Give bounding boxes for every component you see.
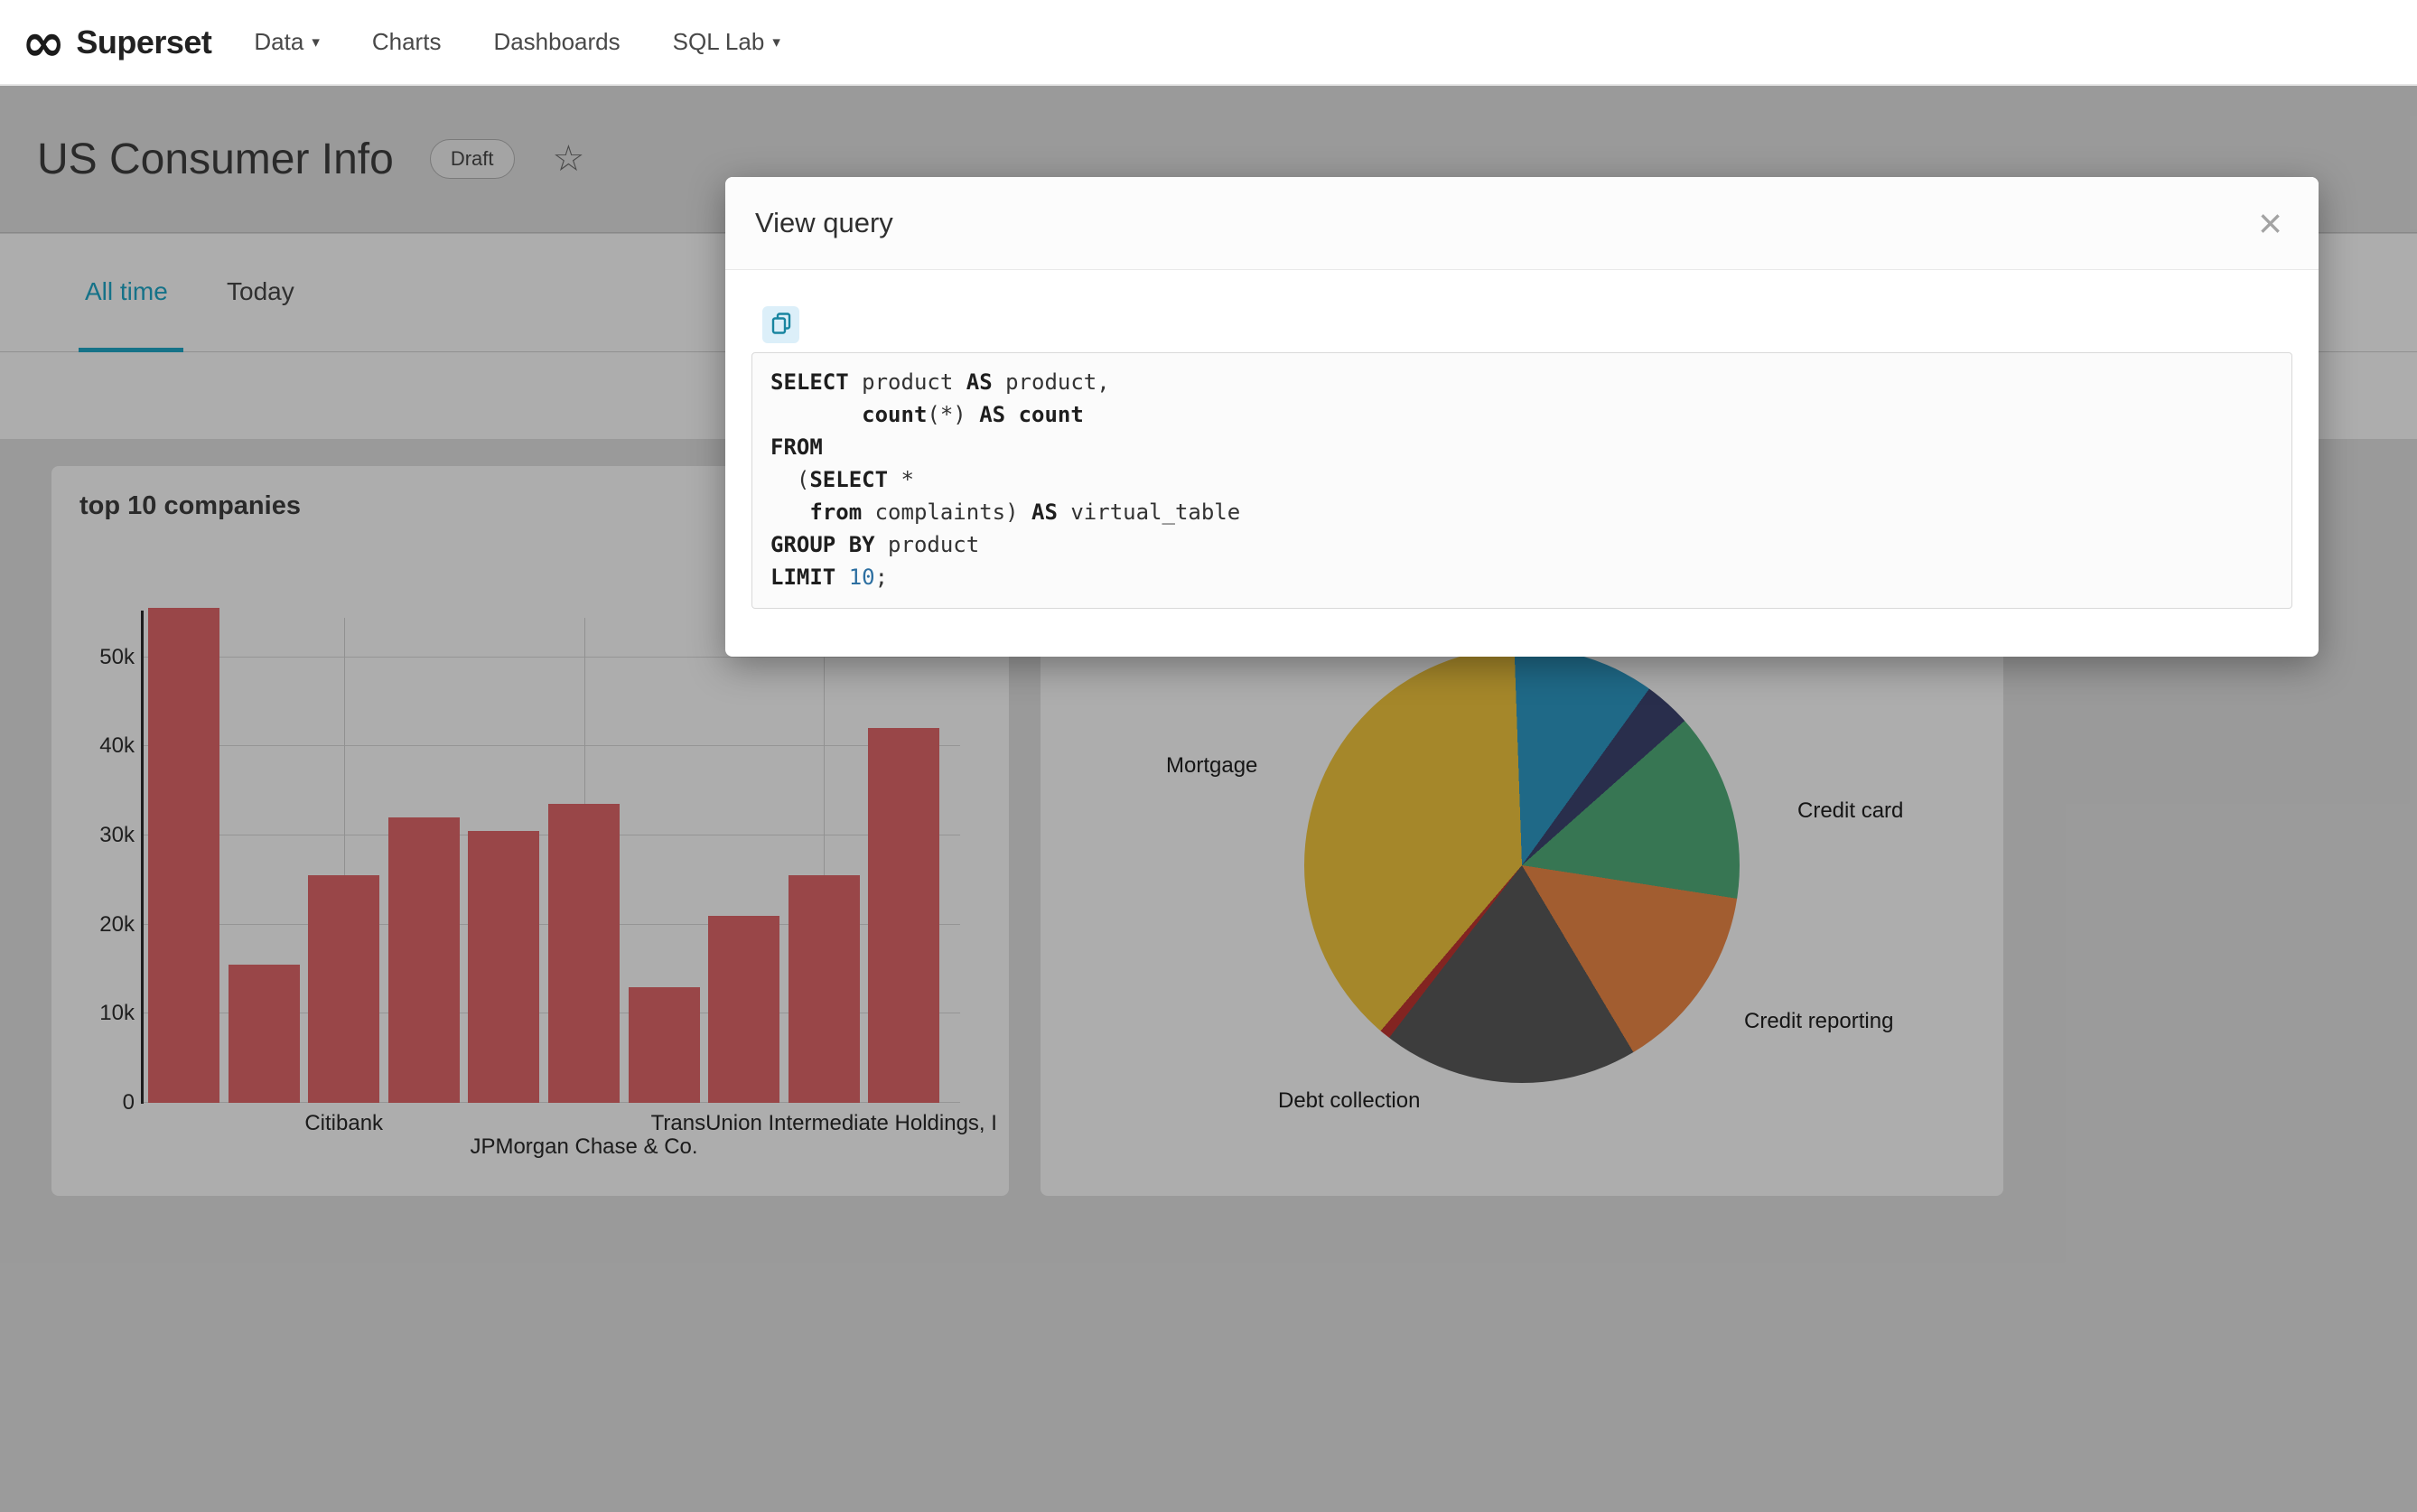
modal-title: View query [755,207,893,238]
active-tab-indicator [79,348,183,352]
brand-text[interactable]: Superset [76,23,212,61]
nav-item-data[interactable]: Data ▾ [228,28,345,56]
bar [468,830,540,1103]
navbar: ∞ Superset Data ▾ Charts Dashboards SQL … [0,0,2417,85]
bar [228,965,300,1103]
superset-logo-icon[interactable]: ∞ [22,11,66,73]
tab-today[interactable]: Today [227,277,294,305]
tab-all-time[interactable]: All time [85,277,168,305]
bar [308,875,380,1103]
bar [548,804,620,1103]
pie-label: Credit card [1797,798,1904,823]
y-axis-tick-label: 10k [99,1001,135,1026]
draft-badge: Draft [429,139,515,179]
gridline [824,618,826,1103]
nav-item-label: Dashboards [493,28,621,55]
nav-item-sql-lab[interactable]: SQL Lab ▾ [647,28,807,56]
chart-title: top 10 companies [79,491,301,520]
gridline [343,618,345,1103]
y-axis-tick-label: 20k [99,911,135,937]
nav-item-dashboards[interactable]: Dashboards [467,28,646,56]
nav-items: Data ▾ Charts Dashboards SQL Lab ▾ [228,28,806,56]
bar [628,986,700,1103]
pie-label: Mortgage [1166,753,1258,778]
modal-header: View query × [725,177,2319,270]
sql-code: SELECT product AS product, count(*) AS c… [751,352,2292,609]
nav-item-label: SQL Lab [672,28,765,55]
dashboard-header: US Consumer Info Draft ☆ [0,86,2417,233]
x-axis-tick-label: JPMorgan Chase & Co. [470,1134,698,1159]
copy-icon [770,312,792,338]
gridline [143,656,960,658]
nav-item-charts[interactable]: Charts [346,28,468,56]
y-axis-tick-label: 50k [99,644,135,669]
pie-chart [1304,648,1740,1083]
bar [148,608,219,1103]
gridline [143,745,960,747]
bar [387,817,460,1103]
copy-button[interactable] [762,306,799,343]
bar-plot: 0 10k 20k 30k 40k 50k Citibank JPMorgan Chase &… [51,466,1009,1196]
x-axis-tick-label: TransUnion Intermediate Holdings, I [650,1111,997,1135]
page-title: US Consumer Info [37,135,394,183]
x-axis-tick-label: Citibank [304,1111,384,1135]
y-axis-tick-label: 30k [99,822,135,847]
bar [868,728,940,1103]
y-axis-tick-label: 0 [122,1090,135,1115]
pie-label: Debt collection [1278,1088,1421,1113]
nav-item-label: Charts [371,28,442,55]
favorite-star-icon[interactable]: ☆ [552,138,585,180]
bar [788,875,860,1103]
caret-down-icon: ▾ [312,33,320,51]
y-axis-line [141,611,144,1104]
y-axis-tick-label: 40k [99,733,135,759]
bar-chart-card: top 10 companies 0 10k 20k 30k 40k 50k Citiban… [51,466,1009,1196]
caret-down-icon: ▾ [772,33,780,51]
pie-label: Credit reporting [1744,1009,1894,1033]
nav-item-label: Data [254,28,304,55]
view-query-modal: View query × SELECT product AS product, … [725,177,2319,657]
close-icon[interactable]: × [2258,200,2282,247]
bar [708,915,780,1103]
